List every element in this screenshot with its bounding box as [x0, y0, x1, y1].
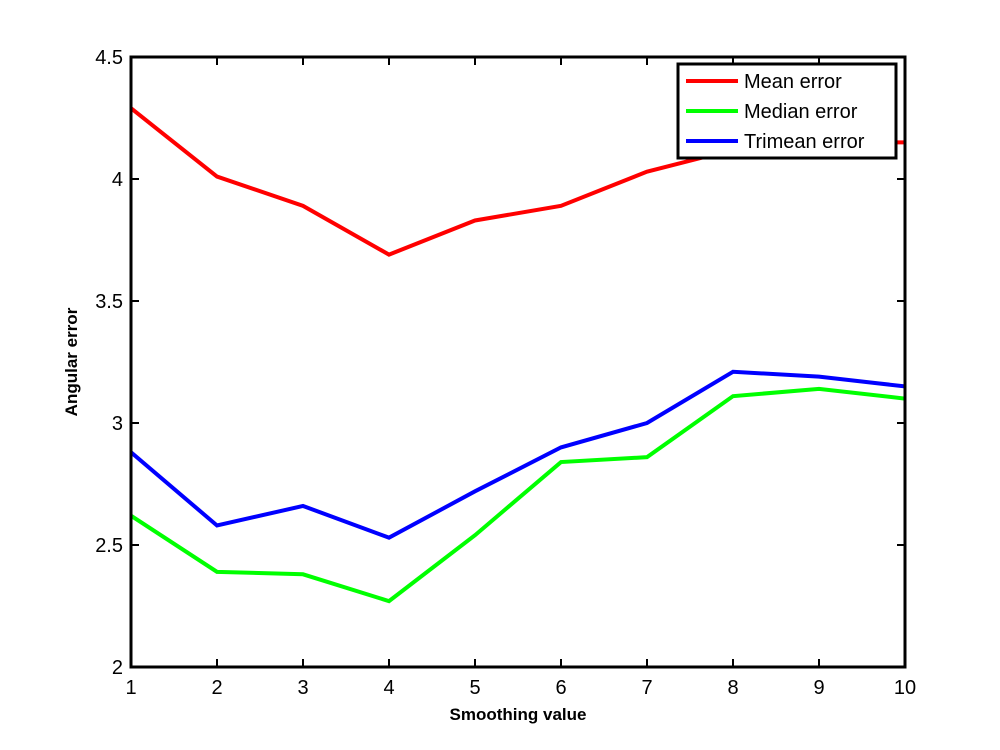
x-tick-label: 2: [211, 677, 222, 699]
x-tick-label: 5: [469, 677, 480, 699]
x-tick-label: 8: [727, 677, 738, 699]
x-tick-label: 3: [297, 677, 308, 699]
y-tick-label: 2.5: [95, 535, 123, 557]
y-tick-label: 3.5: [95, 291, 123, 313]
legend-label: Trimean error: [744, 131, 865, 153]
x-tick-label: 9: [813, 677, 824, 699]
x-axis-title: Smoothing value: [450, 705, 587, 724]
x-tick-label: 1: [125, 677, 136, 699]
x-tick-label: 6: [555, 677, 566, 699]
x-tick-label: 4: [383, 677, 394, 699]
x-tick-label: 10: [894, 677, 916, 699]
legend-label: Median error: [744, 101, 858, 123]
y-tick-label: 2: [112, 657, 123, 679]
plot-frame: [129, 55, 907, 669]
y-axis-title: Angular error: [62, 307, 81, 416]
series-line-trimean-error: [131, 369, 905, 540]
x-tick-label: 7: [641, 677, 652, 699]
legend-label: Mean error: [744, 71, 842, 93]
series-line-median-error: [131, 386, 905, 604]
y-tick-label: 3: [112, 413, 123, 435]
y-tick-label: 4: [112, 169, 123, 191]
legend: Mean error Median error Trimean error: [676, 62, 898, 160]
y-tick-label: 4.5: [95, 47, 123, 69]
